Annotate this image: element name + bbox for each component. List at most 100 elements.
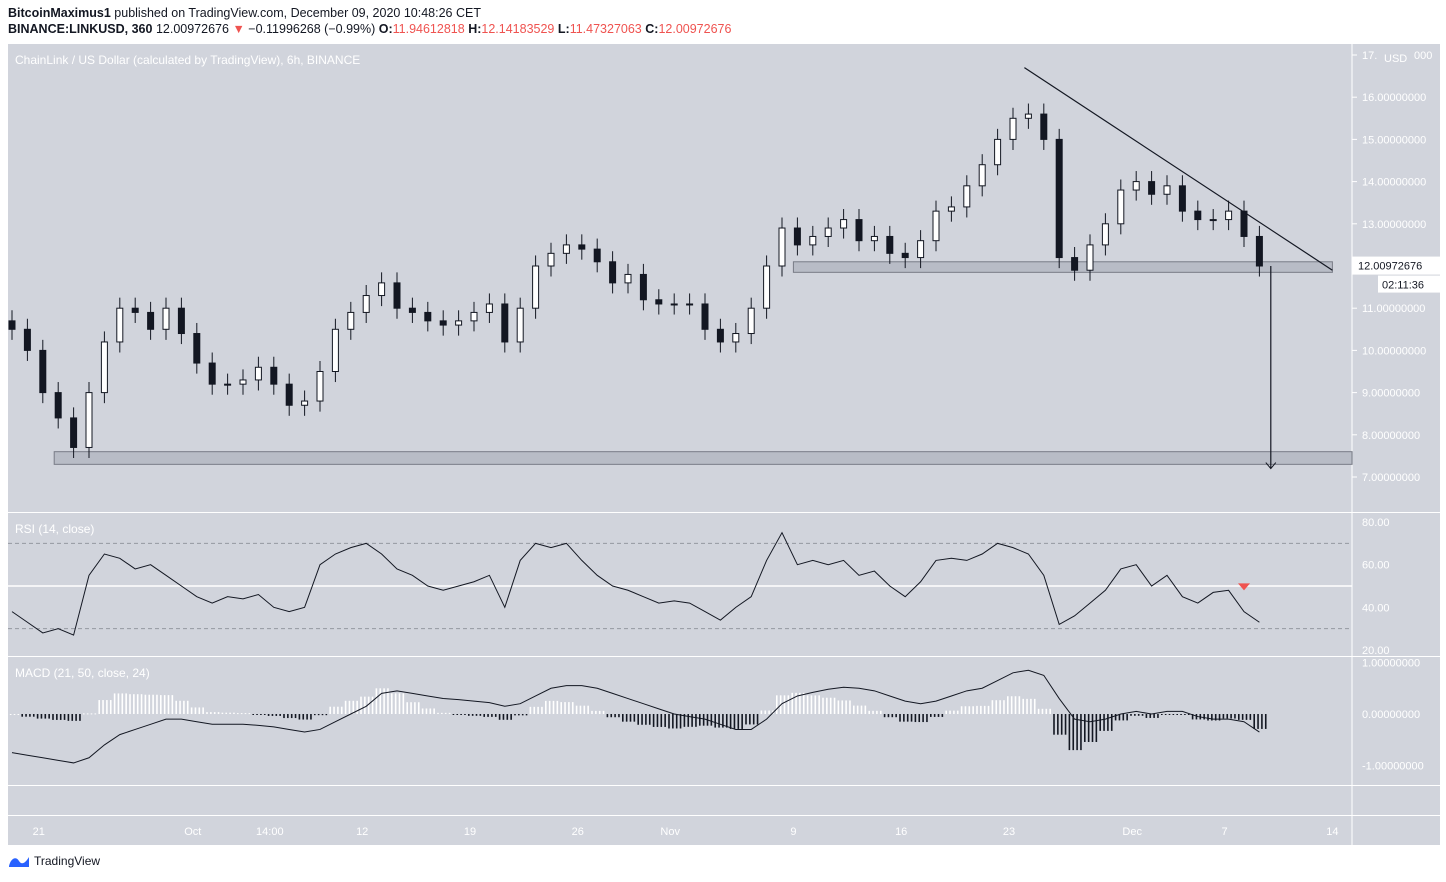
macd-histogram-bar [1214,714,1217,721]
macd-histogram-bar [876,710,878,714]
macd-histogram-bar [791,692,793,714]
rsi-tick-label: 40.00 [1362,602,1390,614]
macd-histogram-bar [256,714,258,715]
currency-label: USD [1384,53,1407,65]
candle [578,244,586,250]
macd-histogram-bar [868,710,870,714]
macd-histogram-bar [564,702,566,714]
macd-histogram-bar [86,713,89,715]
candle [455,320,463,326]
macd-histogram-bar [352,700,355,714]
candle [100,341,108,394]
macd-histogram-bar [186,700,189,714]
macd-histogram-bar [768,710,770,714]
candle [408,307,416,313]
candle [424,311,432,322]
macd-histogram-bar [756,714,759,725]
macd-histogram-bar [514,714,516,716]
macd-histogram-bar [402,693,405,714]
macd-histogram-bar [1080,714,1082,751]
macd-histogram-bar [90,713,93,715]
macd-histogram-bar [1122,714,1125,721]
macd-histogram-bar [1060,714,1063,735]
macd-histogram-bar [1141,714,1144,716]
macd-histogram-bar [1130,714,1132,716]
candle [716,328,724,343]
time-tick-label: 12 [356,826,368,838]
macd-histogram-bar [464,714,466,715]
macd-histogram-bar [1030,698,1032,714]
candle [208,362,216,385]
macd-histogram-bar [1103,714,1105,731]
candle [378,282,386,297]
macd-histogram-bar [810,695,813,714]
macd-histogram-bar [417,702,420,714]
macd-histogram-bar [194,707,197,714]
price-tick-label: 10.00000000 [1362,345,1426,357]
candle [778,227,786,267]
macd-histogram-bar [606,714,609,718]
candle [593,248,601,263]
macd-histogram-bar [121,693,124,714]
macd-histogram-bar [306,714,308,720]
candle [347,311,355,330]
macd-histogram-bar [687,714,690,727]
macd-histogram-bar [999,700,1001,714]
candle [501,303,509,343]
macd-histogram-bar [922,714,924,723]
macd-histogram-bar [814,695,817,714]
macd-histogram-bar [290,714,293,719]
author[interactable]: BitcoinMaximus1 [8,6,111,20]
macd-histogram-bar [1126,714,1128,721]
macd-histogram-bar [1076,714,1078,751]
macd-histogram-bar [833,697,836,714]
macd-histogram-bar [864,705,867,714]
macd-histogram-bar [156,694,158,714]
macd-histogram-bar [1134,714,1136,716]
macd-histogram-bar [1172,714,1175,715]
price-tick-label: 14.00000000 [1362,177,1426,189]
countdown-badge [1378,275,1440,293]
macd-histogram-bar [672,714,674,729]
macd-histogram-bar [1245,714,1248,720]
macd-histogram-bar [533,706,536,714]
macd-histogram-bar [598,710,601,714]
macd-histogram-bar [614,714,616,718]
macd-histogram-bar [956,710,959,714]
macd-histogram-bar [190,707,193,714]
macd-histogram-bar [202,707,204,714]
macd-histogram-bar [914,714,917,723]
macd-histogram-bar [1033,698,1036,714]
macd-histogram-bar [806,695,809,714]
macd-histogram-bar [783,695,786,714]
macd-histogram-bar [133,694,135,714]
macd-histogram-bar [964,706,967,714]
time-tick-label: 26 [572,826,584,838]
macd-histogram-bar [1110,714,1113,731]
candle [932,210,940,242]
macd-histogram-bar [29,714,31,717]
macd-histogram-bar [441,712,443,714]
macd-histogram-bar [387,688,389,714]
macd-histogram-bar [152,694,154,714]
macd-histogram-bar [44,714,47,719]
candle [855,219,863,242]
tradingview-logo-icon [9,857,29,867]
candle [562,244,570,254]
macd-histogram-bar [1222,714,1225,719]
macd-histogram-bar [271,714,274,716]
macd-histogram-bar [1168,714,1171,715]
countdown-label: 02:11:36 [1382,280,1424,292]
macd-histogram-bar [314,714,316,716]
time-tick-label: 14:00 [256,826,284,838]
macd-histogram-bar [421,708,424,714]
time-tick-label: 9 [790,826,796,838]
macd-histogram-bar [94,713,97,715]
macd-histogram-bar [1195,714,1198,720]
tradingview-brand[interactable]: TradingView [8,854,100,868]
candle [516,307,524,343]
support-zone [792,261,1333,273]
macd-histogram-bar [448,712,451,714]
macd-histogram-bar [1018,696,1021,714]
